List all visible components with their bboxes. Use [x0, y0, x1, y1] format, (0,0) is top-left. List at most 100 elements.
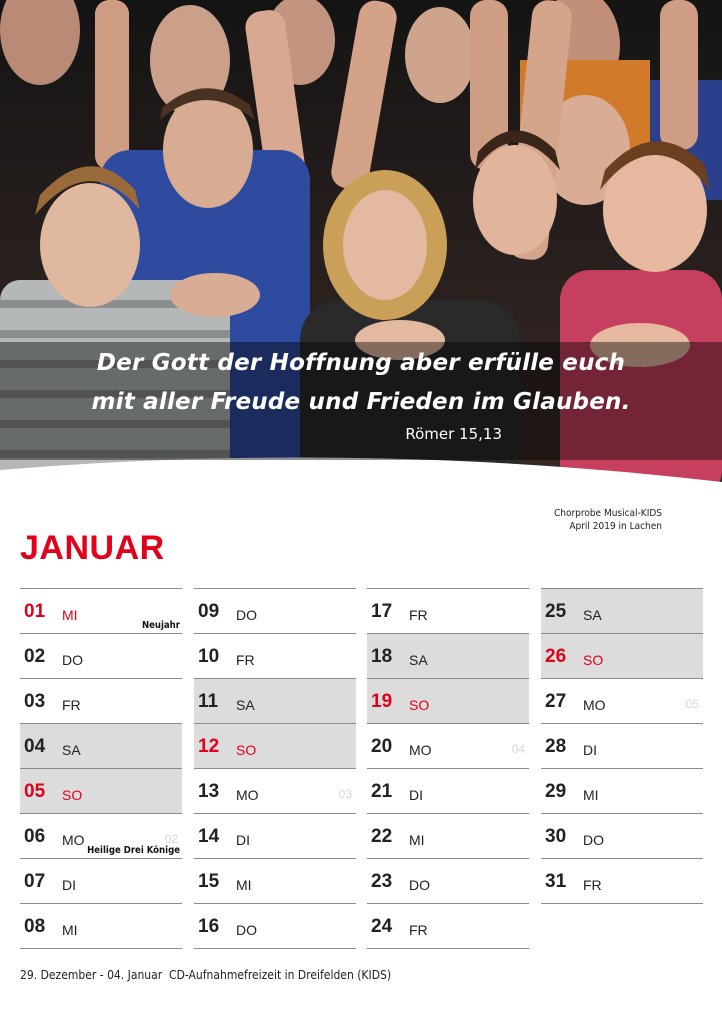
- verse-banner: [0, 342, 722, 460]
- footer-event-note: 29. Dezember - 04. Januar CD-Aufnahmefre…: [20, 968, 392, 982]
- calendar-column-4: 25 SA 26 SO 27 MO 05 28 DI 29 MI 30 DO 31 FR: [541, 588, 703, 904]
- weekday-abbr: MO: [62, 832, 85, 848]
- weekday-abbr: MO: [583, 697, 606, 713]
- holiday-label: Heilige Drei Könige: [87, 845, 180, 856]
- weekday-abbr: DO: [62, 652, 83, 668]
- day-cell: 14 DI: [194, 814, 356, 859]
- day-number: 04: [24, 736, 46, 757]
- weekday-abbr: DO: [583, 832, 604, 848]
- verse-line-2: mit aller Freude und Frieden im Glauben.: [91, 389, 631, 415]
- day-number: 15: [198, 871, 220, 892]
- day-number: 16: [198, 916, 220, 937]
- week-number: 04: [511, 742, 525, 756]
- day-number: 19: [371, 691, 393, 712]
- day-cell: 23 DO: [367, 859, 529, 904]
- weekday-abbr: DI: [236, 832, 250, 848]
- day-cell: 01 MI Neujahr: [20, 588, 182, 634]
- day-number: 17: [371, 601, 393, 622]
- day-number: 01: [24, 601, 46, 622]
- day-number: 13: [198, 781, 220, 802]
- weekday-abbr: FR: [583, 877, 602, 893]
- weekday-abbr: SO: [62, 787, 83, 803]
- day-number: 11: [198, 691, 219, 712]
- calendar-column-2: 09 DO 10 FR 11 SA 12 SO 13 MO 03 14 DI 15 MI 16 DO: [194, 588, 356, 949]
- day-cell: 03 FR: [20, 679, 182, 724]
- weekday-abbr: MI: [409, 832, 425, 848]
- week-number: 05: [685, 697, 699, 711]
- day-cell: 05 SO: [20, 769, 182, 814]
- weekday-abbr: MI: [236, 877, 252, 893]
- calendar-column-3: 17 FR 18 SA 19 SO 20 MO 04 21 DI 22 MI 23 DO 24 FR: [367, 588, 529, 949]
- day-cell: 26 SO: [541, 634, 703, 679]
- weekday-abbr: SO: [236, 742, 257, 758]
- weekday-abbr: DI: [583, 742, 597, 758]
- choir-photo-illustration: [0, 0, 722, 500]
- day-number: 06: [24, 826, 46, 847]
- day-cell: 22 MI: [367, 814, 529, 859]
- day-cell: 12 SO: [194, 724, 356, 769]
- weekday-abbr: MI: [62, 607, 78, 623]
- weekday-abbr: SA: [236, 697, 255, 713]
- day-number: 12: [198, 736, 220, 757]
- day-cell: 07 DI: [20, 859, 182, 904]
- day-number: 14: [198, 826, 220, 847]
- weekday-abbr: FR: [62, 697, 81, 713]
- day-number: 28: [545, 736, 567, 757]
- weekday-abbr: DI: [62, 877, 76, 893]
- day-cell: 30 DO: [541, 814, 703, 859]
- day-cell: 16 DO: [194, 904, 356, 949]
- week-number: 02: [164, 832, 178, 846]
- day-cell: 15 MI: [194, 859, 356, 904]
- photo-caption-line-1: Chorprobe Musical-KIDS: [553, 508, 662, 519]
- day-number: 27: [545, 691, 567, 712]
- day-number: 31: [545, 871, 567, 892]
- day-number: 21: [371, 781, 393, 802]
- day-number: 20: [371, 736, 393, 757]
- weekday-abbr: MI: [583, 787, 599, 803]
- day-cell: 28 DI: [541, 724, 703, 769]
- holiday-label: Neujahr: [141, 620, 180, 631]
- day-cell: 10 FR: [194, 634, 356, 679]
- weekday-abbr: SA: [583, 607, 602, 623]
- weekday-abbr: MO: [236, 787, 259, 803]
- day-cell: 24 FR: [367, 904, 529, 949]
- day-cell: 04 SA: [20, 724, 182, 769]
- photo-caption-line-2: April 2019 in Lachen: [569, 521, 662, 532]
- day-cell: 31 FR: [541, 859, 703, 904]
- day-number: 05: [24, 781, 46, 802]
- day-number: 22: [371, 826, 393, 847]
- day-cell: 21 DI: [367, 769, 529, 814]
- day-cell: 02 DO: [20, 634, 182, 679]
- month-title: JANUAR: [20, 529, 165, 567]
- day-number: 09: [198, 601, 220, 622]
- weekday-abbr: MO: [409, 742, 432, 758]
- day-cell: 25 SA: [541, 588, 703, 634]
- cover-photo: [0, 0, 722, 500]
- weekday-abbr: DO: [236, 607, 257, 623]
- day-cell: 08 MI: [20, 904, 182, 949]
- weekday-abbr: DO: [409, 877, 430, 893]
- day-number: 25: [545, 601, 567, 622]
- verse-line-1: Der Gott der Hoffnung aber erfülle euch: [96, 350, 626, 376]
- day-cell: 20 MO 04: [367, 724, 529, 769]
- day-cell: 18 SA: [367, 634, 529, 679]
- day-cell: 27 MO 05: [541, 679, 703, 724]
- weekday-abbr: SO: [409, 697, 430, 713]
- day-cell: 11 SA: [194, 679, 356, 724]
- day-number: 29: [545, 781, 567, 802]
- day-number: 08: [24, 916, 46, 937]
- day-number: 02: [24, 646, 46, 667]
- day-cell: 17 FR: [367, 588, 529, 634]
- weekday-abbr: FR: [409, 922, 428, 938]
- day-number: 26: [545, 646, 567, 667]
- day-cell: 09 DO: [194, 588, 356, 634]
- day-number: 23: [371, 871, 393, 892]
- weekday-abbr: DI: [409, 787, 423, 803]
- verse-reference: Römer 15,13: [405, 425, 502, 443]
- weekday-abbr: DO: [236, 922, 257, 938]
- weekday-abbr: MI: [62, 922, 78, 938]
- weekday-abbr: SA: [62, 742, 81, 758]
- week-number: 03: [338, 787, 352, 801]
- day-number: 18: [371, 646, 393, 667]
- day-number: 03: [24, 691, 46, 712]
